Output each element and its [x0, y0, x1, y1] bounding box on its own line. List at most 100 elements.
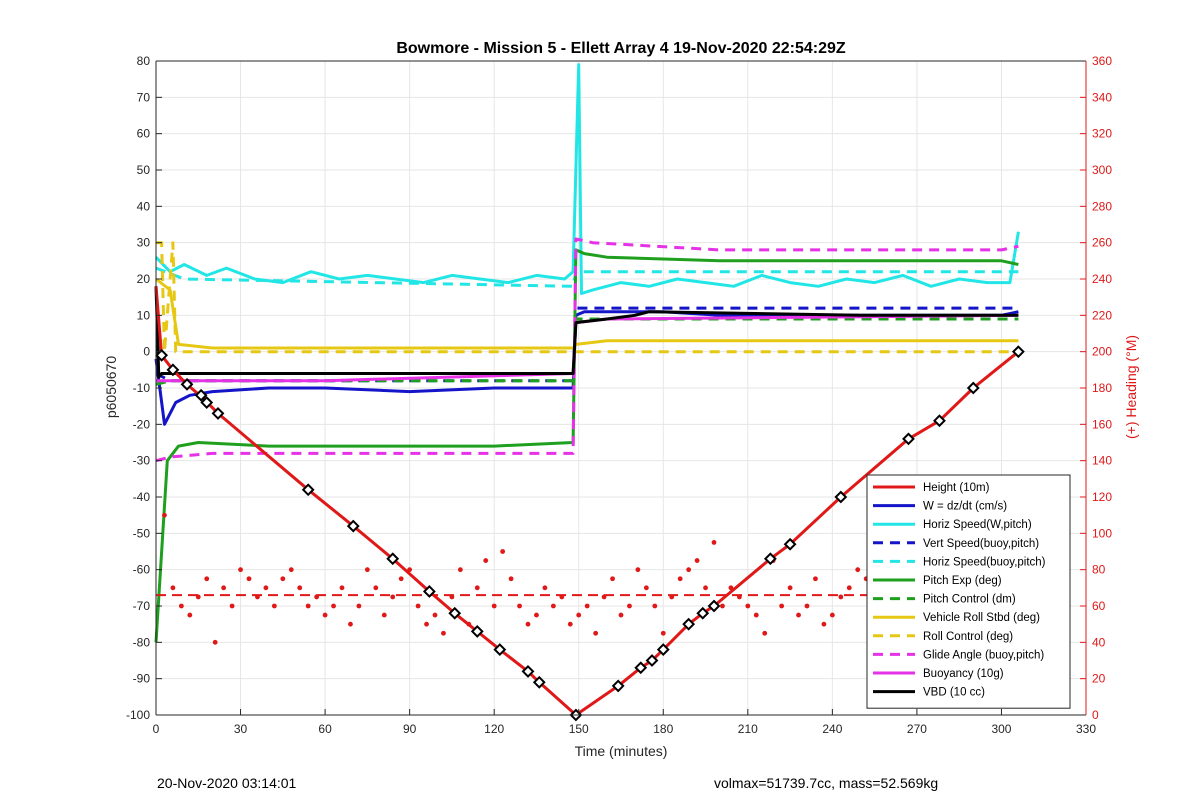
- footer-timestamp: 20-Nov-2020 03:14:01: [157, 775, 297, 791]
- x-tick-label: 240: [822, 722, 842, 736]
- heading-point: [846, 585, 852, 591]
- y-tick-label: -80: [133, 635, 151, 649]
- heading-point: [474, 585, 480, 591]
- dive-marker: [834, 490, 848, 504]
- heading-point: [356, 603, 362, 609]
- legend-entry: Vehicle Roll Stbd (deg): [923, 612, 1040, 624]
- heading-point: [178, 603, 184, 609]
- y2-tick-label: 340: [1092, 90, 1112, 104]
- x-tick-label: 120: [484, 722, 504, 736]
- heading-point: [728, 585, 734, 591]
- dive-marker: [521, 664, 535, 678]
- heading-point: [601, 594, 607, 600]
- dive-marker: [763, 552, 777, 566]
- heading-point: [627, 603, 632, 609]
- legend-entry: Vert Speed(buoy,pitch): [923, 538, 1039, 550]
- x-tick-label: 210: [738, 722, 758, 736]
- heading-point: [297, 585, 303, 591]
- y2-tick-label: 360: [1092, 54, 1112, 68]
- dive-marker: [656, 643, 670, 657]
- heading-point: [584, 603, 590, 609]
- heading-point: [525, 621, 531, 627]
- heading-point: [364, 567, 370, 573]
- y2-axis-label: (+) Heading (°M): [1123, 335, 1139, 439]
- y2-tick-label: 40: [1092, 635, 1106, 649]
- dive-marker: [682, 617, 696, 631]
- heading-point: [660, 630, 666, 636]
- y2-tick-label: 100: [1092, 526, 1112, 540]
- heading-point: [314, 594, 320, 600]
- legend: Height (10m) W = dz/dt (cm/s) Horiz Speed(…: [866, 474, 1071, 709]
- y2-tick-label: 280: [1092, 199, 1112, 213]
- dive-marker: [448, 606, 462, 620]
- dive-marker: [166, 363, 180, 377]
- y-tick-label: 30: [137, 236, 151, 250]
- x-tick-label: 180: [653, 722, 673, 736]
- legend-entry: Height (10m): [923, 482, 990, 494]
- y-tick-label: 0: [143, 345, 150, 359]
- y-tick-label: 10: [137, 308, 151, 322]
- series-line: [156, 241, 1019, 354]
- heading-point: [280, 576, 286, 582]
- legend-entry: Glide Angle (buoy,pitch): [923, 649, 1044, 661]
- heading-point: [517, 603, 522, 609]
- heading-point: [483, 558, 489, 563]
- x-tick-label: 0: [153, 722, 160, 736]
- dive-marker: [180, 377, 194, 391]
- y2-tick-label: 240: [1092, 272, 1112, 286]
- dive-marker: [783, 537, 797, 551]
- heading-point: [567, 621, 573, 627]
- chart-title: Bowmore - Mission 5 - Ellett Array 4 19-…: [396, 40, 846, 57]
- y2-tick-label: 300: [1092, 163, 1112, 177]
- heading-point: [610, 576, 615, 582]
- heading-point: [821, 621, 827, 627]
- y2-tick-label: 200: [1092, 345, 1112, 359]
- y2-tick-label: 140: [1092, 454, 1112, 468]
- y-tick-label: -30: [133, 454, 151, 468]
- dive-marker: [470, 625, 484, 638]
- heading-point: [204, 576, 210, 582]
- heading-point: [804, 603, 810, 609]
- x-tick-label: 60: [318, 722, 332, 736]
- heading-point: [348, 621, 353, 627]
- axes: 0 30 60 90 120 150 180 210 240 270 300 330807060504…: [126, 54, 1112, 736]
- y-tick-label: 20: [137, 272, 151, 286]
- heading-point: [559, 594, 565, 600]
- dive-marker: [707, 599, 721, 613]
- heading-point: [686, 567, 692, 573]
- heading-point: [170, 585, 176, 591]
- heading-point: [221, 585, 227, 591]
- heading-point: [736, 594, 742, 600]
- x-tick-label: 90: [403, 722, 417, 736]
- heading-point: [491, 603, 497, 609]
- y2-tick-label: 160: [1092, 417, 1112, 431]
- heading-point: [762, 630, 768, 636]
- y-tick-label: -90: [133, 672, 151, 686]
- y-tick-label: 70: [137, 90, 151, 104]
- legend-entry: Pitch Exp (deg): [923, 575, 1002, 587]
- y2-tick-label: 20: [1092, 672, 1106, 686]
- series-line: [155, 237, 1019, 463]
- dive-marker: [301, 483, 315, 497]
- heading-point: [322, 612, 328, 618]
- y2-tick-label: 320: [1092, 127, 1112, 141]
- heading-point: [838, 594, 844, 600]
- dive-marker: [966, 381, 980, 395]
- dive-marker: [1011, 345, 1025, 359]
- heading-point: [246, 576, 252, 582]
- heading-point: [508, 576, 514, 582]
- legend-entry: Horiz Speed(buoy,pitch): [923, 556, 1046, 568]
- heading-point: [550, 603, 556, 609]
- y2-tick-label: 0: [1092, 708, 1099, 722]
- heading-point: [162, 512, 167, 518]
- heading-point: [677, 576, 683, 582]
- dive-marker: [194, 388, 208, 402]
- series-layer: [154, 63, 1020, 717]
- dive-marker: [645, 654, 659, 667]
- heading-point: [694, 558, 700, 563]
- heading-point: [703, 585, 708, 591]
- heading-point: [813, 576, 818, 582]
- heading-point: [432, 612, 438, 618]
